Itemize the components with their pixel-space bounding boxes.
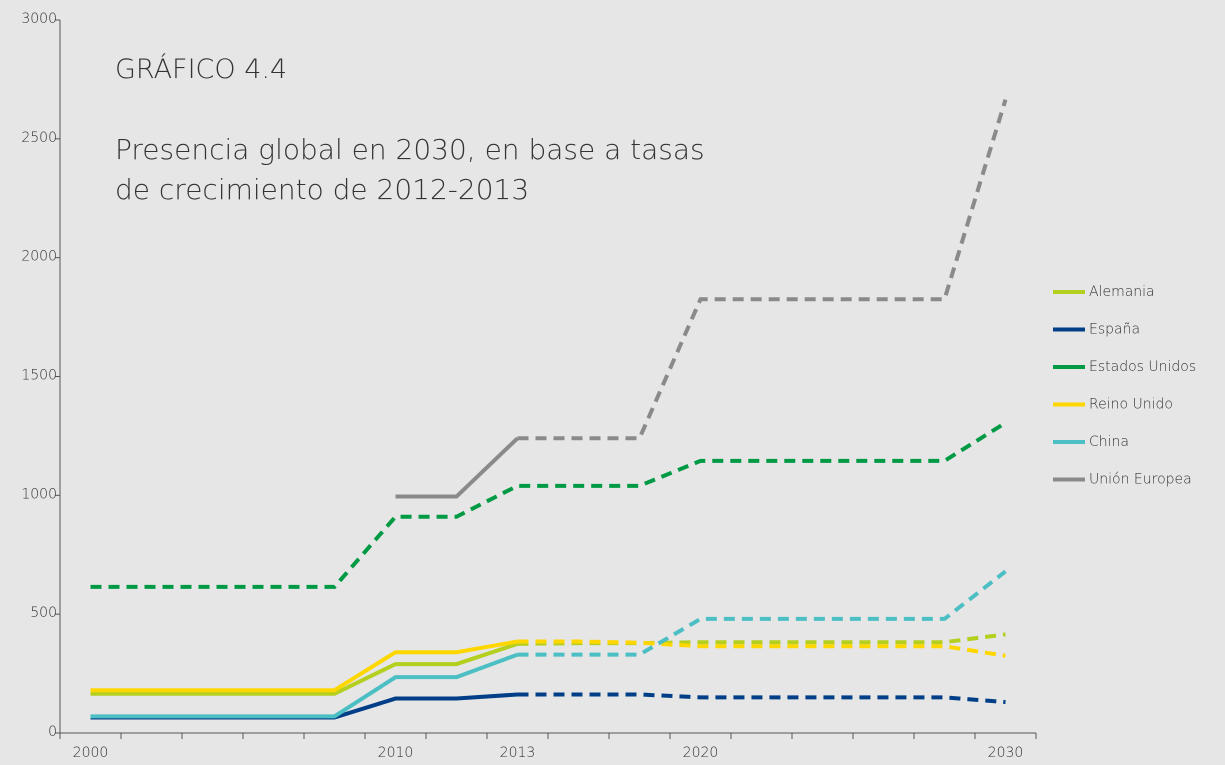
series-line: [90, 692, 518, 720]
series-line: [395, 436, 519, 499]
x-tick-label: 2013: [500, 745, 536, 761]
series-line: [90, 639, 518, 693]
legend-label: España: [1089, 322, 1140, 338]
x-tick-label: 2020: [683, 745, 719, 761]
projection-line: [517, 692, 1006, 705]
projection-line: [517, 569, 1007, 657]
legend-label: Estados Unidos: [1089, 359, 1196, 375]
y-tick-label: 500: [30, 605, 57, 621]
chart-title: GRÁFICO 4.4: [115, 54, 288, 85]
chart-subtitle: Presencia global en 2030, en base a tasa…: [115, 133, 705, 206]
projection-line: [517, 639, 1006, 658]
legend-label: Unión Europea: [1089, 472, 1192, 488]
projection-line: [517, 99, 1008, 441]
x-tick-label: 2010: [378, 745, 414, 761]
x-tick-label: 2000: [73, 745, 109, 761]
y-tick-label: 0: [48, 724, 57, 740]
legend-label: China: [1089, 434, 1129, 450]
y-tick-label: 2500: [21, 130, 57, 146]
y-tick-label: 1500: [21, 368, 57, 384]
y-tick-label: 2000: [21, 249, 57, 265]
projection-line: [90, 421, 1007, 589]
legend-label: Alemania: [1089, 284, 1155, 300]
legend-label: Reino Unido: [1089, 397, 1173, 413]
series-line: [90, 652, 519, 719]
series-line: [90, 641, 519, 696]
y-tick-label: 1000: [21, 486, 57, 502]
x-tick-label: 2030: [988, 745, 1024, 761]
y-tick-label: 3000: [21, 11, 57, 27]
